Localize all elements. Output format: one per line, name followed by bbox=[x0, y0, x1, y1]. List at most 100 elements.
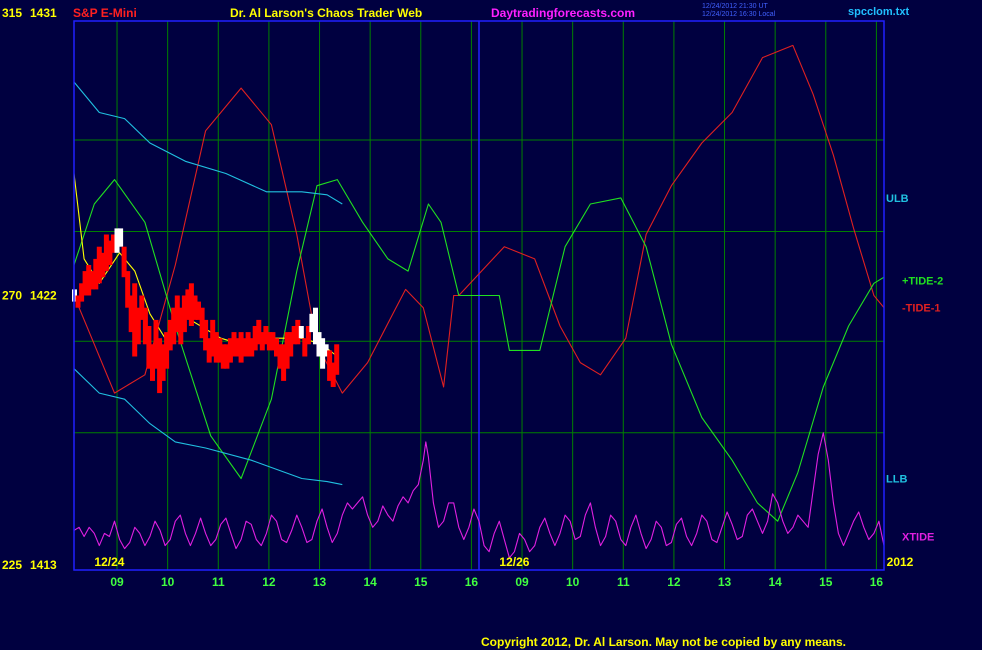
price-bar-26 bbox=[164, 332, 170, 369]
price-bar-18 bbox=[135, 307, 141, 345]
price-bar-5 bbox=[89, 271, 95, 290]
price-bar-24 bbox=[157, 338, 163, 394]
y-price-label-0: 1431 bbox=[30, 6, 57, 20]
price-bar-31 bbox=[181, 295, 187, 333]
date-label-0: 12/24 bbox=[94, 555, 124, 569]
price-bar-59 bbox=[281, 344, 287, 381]
price-bar-6 bbox=[93, 258, 99, 290]
price-bar-13 bbox=[118, 228, 124, 247]
price-bar-8 bbox=[100, 252, 106, 278]
price-bar-67 bbox=[309, 313, 315, 333]
price-bar-16 bbox=[128, 295, 134, 333]
x-tick-label-9: 10 bbox=[566, 575, 580, 589]
price-bar-63 bbox=[295, 319, 301, 345]
price-bar-53 bbox=[259, 332, 265, 351]
price-bar-70 bbox=[320, 338, 326, 369]
price-bar-49 bbox=[245, 332, 251, 357]
x-tick-label-12: 13 bbox=[718, 575, 732, 589]
x-tick-label-15: 16 bbox=[870, 575, 884, 589]
y-top-left-label: 315 bbox=[2, 6, 22, 20]
price-bar-27 bbox=[167, 319, 173, 351]
x-tick-label-10: 11 bbox=[617, 575, 630, 589]
price-bar-56 bbox=[270, 332, 276, 351]
price-bar-32 bbox=[185, 289, 191, 320]
price-bar-52 bbox=[256, 319, 262, 345]
price-bar-57 bbox=[274, 338, 279, 357]
y-price-label-1: 1422 bbox=[30, 289, 57, 303]
price-bar-20 bbox=[142, 307, 148, 345]
timestamp-local: 12/24/2012 16:30 Local bbox=[702, 11, 776, 18]
grid bbox=[74, 21, 884, 570]
price-bar-44 bbox=[227, 338, 233, 363]
series-ulb bbox=[73, 81, 343, 205]
price-bar-38 bbox=[206, 338, 212, 363]
price-bar-12 bbox=[114, 228, 120, 253]
data-file-label: spcclom.txt bbox=[848, 6, 909, 18]
x-tick-label-8: 09 bbox=[515, 575, 529, 589]
price-bar-28 bbox=[171, 307, 177, 345]
price-bar-72 bbox=[327, 350, 333, 381]
series-label-llb: LLB bbox=[886, 474, 907, 486]
price-bar-22 bbox=[150, 344, 155, 381]
x-tick-label-13: 14 bbox=[768, 575, 782, 589]
price-bar-15 bbox=[125, 271, 131, 308]
y-price-label-2: 1413 bbox=[30, 558, 57, 572]
x-tick-label-0: 09 bbox=[110, 575, 124, 589]
price-bar-35 bbox=[196, 301, 201, 320]
y-tick-label-2: 225 bbox=[2, 558, 22, 572]
x-tick-label-1: 10 bbox=[161, 575, 175, 589]
price-bar-68 bbox=[313, 307, 318, 345]
price-bar-37 bbox=[203, 319, 209, 351]
series-label--tide-2: +TIDE-2 bbox=[902, 275, 943, 287]
price-bar-19 bbox=[139, 295, 145, 320]
price-bar-14 bbox=[121, 246, 127, 278]
price-bar-66 bbox=[305, 326, 311, 345]
price-bar-60 bbox=[284, 332, 290, 369]
price-bar-47 bbox=[238, 332, 244, 363]
x-tick-label-11: 12 bbox=[667, 575, 681, 589]
price-bar-9 bbox=[103, 234, 109, 272]
series-label-ulb: ULB bbox=[886, 193, 909, 205]
x-tick-label-3: 12 bbox=[262, 575, 276, 589]
price-bar-4 bbox=[86, 265, 92, 296]
price-bar-45 bbox=[231, 332, 237, 357]
price-bar-58 bbox=[277, 344, 283, 369]
price-bar-41 bbox=[217, 338, 223, 363]
price-bar-54 bbox=[263, 326, 269, 345]
price-bar-34 bbox=[192, 295, 198, 320]
price-bar-73 bbox=[330, 362, 336, 387]
price-bar-46 bbox=[235, 338, 240, 357]
instrument-label: S&P E-Mini bbox=[73, 6, 137, 20]
price-bar-55 bbox=[266, 332, 272, 351]
price-bar-36 bbox=[199, 307, 205, 339]
price-bars bbox=[72, 228, 340, 394]
site-label: Daytradingforecasts.com bbox=[491, 6, 635, 20]
x-tick-label-4: 13 bbox=[313, 575, 327, 589]
price-bar-62 bbox=[291, 326, 297, 345]
price-bar-2 bbox=[79, 283, 85, 302]
price-bar-42 bbox=[220, 344, 226, 369]
x-tick-label-5: 14 bbox=[363, 575, 377, 589]
chart-title: Dr. Al Larson's Chaos Trader Web bbox=[230, 6, 422, 20]
plot-frame bbox=[73, 20, 885, 571]
series-label--tide-1: -TIDE-1 bbox=[902, 303, 941, 315]
price-bar-10 bbox=[107, 240, 113, 265]
price-bar-23 bbox=[153, 319, 159, 369]
price-bar-21 bbox=[146, 326, 152, 369]
date-label-2: 2012 bbox=[887, 555, 914, 569]
plot-border bbox=[73, 20, 885, 571]
x-tick-label-2: 11 bbox=[212, 575, 225, 589]
price-bar-17 bbox=[132, 283, 138, 357]
price-bar-39 bbox=[210, 319, 216, 357]
series-label-xtide: XTIDE bbox=[902, 531, 934, 543]
x-tick-label-6: 15 bbox=[414, 575, 428, 589]
price-bar-61 bbox=[288, 332, 294, 357]
price-bar-43 bbox=[224, 344, 230, 369]
price-bar-69 bbox=[316, 332, 322, 357]
price-bar-3 bbox=[82, 271, 88, 296]
copyright-notice: Copyright 2012, Dr. Al Larson. May not b… bbox=[481, 635, 846, 649]
price-bar-25 bbox=[160, 344, 166, 381]
y-tick-label-1: 270 bbox=[2, 289, 22, 303]
